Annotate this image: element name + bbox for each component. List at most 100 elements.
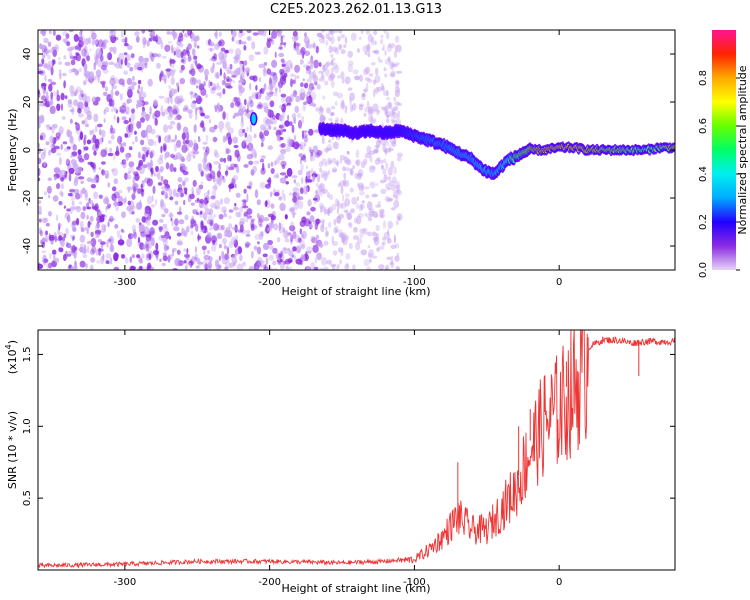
noise-point — [235, 211, 241, 218]
noise-point — [292, 30, 298, 37]
noise-point — [328, 221, 332, 229]
noise-point — [278, 85, 281, 94]
noise-point — [384, 111, 388, 116]
noise-point — [387, 56, 391, 63]
noise-point — [237, 212, 242, 218]
noise-point — [221, 79, 226, 86]
noise-point — [278, 227, 284, 234]
noise-point — [386, 44, 393, 53]
noise-point — [108, 139, 112, 145]
noise-point — [366, 145, 372, 155]
noise-point — [282, 248, 289, 255]
noise-point — [95, 233, 98, 239]
noise-point — [169, 120, 176, 125]
noise-point — [170, 139, 176, 143]
noise-point — [370, 165, 376, 170]
noise-point — [104, 170, 110, 179]
noise-point — [45, 230, 48, 236]
noise-point — [160, 199, 164, 208]
noise-point — [109, 46, 114, 53]
noise-point — [75, 168, 80, 174]
noise-point — [169, 163, 174, 172]
noise-point — [165, 191, 168, 199]
noise-point — [206, 264, 213, 269]
noise-point — [173, 104, 177, 114]
x-tick-label: -100 — [403, 577, 426, 588]
noise-point — [189, 259, 193, 268]
noise-point — [122, 160, 127, 169]
noise-point — [330, 53, 334, 58]
noise-point — [352, 264, 356, 270]
noise-point — [293, 179, 296, 184]
noise-point — [396, 70, 403, 74]
noise-point — [153, 171, 156, 177]
noise-point — [312, 197, 318, 201]
noise-point — [269, 100, 275, 108]
noise-point — [323, 206, 327, 216]
noise-point — [221, 250, 225, 260]
noise-point — [63, 253, 67, 261]
noise-point — [61, 192, 64, 198]
noise-point — [311, 237, 318, 244]
noise-point — [348, 223, 353, 229]
noise-point — [225, 121, 231, 130]
noise-point — [250, 148, 256, 153]
noise-point — [296, 247, 301, 253]
noise-point — [354, 172, 358, 179]
noise-point — [133, 231, 137, 240]
noise-point — [38, 103, 41, 112]
noise-point — [259, 260, 265, 264]
noise-point — [305, 40, 310, 49]
noise-point — [344, 155, 347, 164]
noise-point — [352, 165, 356, 170]
noise-point — [124, 133, 129, 138]
noise-point — [111, 108, 114, 113]
noise-point — [54, 257, 60, 263]
noise-point — [359, 228, 366, 234]
noise-point — [193, 139, 197, 147]
noise-point — [300, 187, 304, 194]
noise-point — [113, 107, 117, 112]
noise-point — [190, 101, 196, 110]
noise-point — [386, 114, 390, 118]
noise-point — [224, 266, 229, 270]
noise-point — [70, 59, 76, 66]
noise-point — [105, 253, 112, 259]
noise-point — [218, 243, 222, 249]
noise-point — [260, 87, 265, 94]
noise-point — [263, 129, 270, 137]
noise-point — [268, 254, 275, 261]
noise-point — [184, 214, 189, 221]
noise-point — [122, 142, 127, 147]
noise-point — [316, 173, 321, 183]
noise-point — [375, 224, 380, 232]
noise-point — [123, 119, 129, 125]
noise-point — [395, 184, 401, 192]
noise-point — [278, 222, 281, 231]
noise-point — [77, 108, 82, 114]
noise-point — [93, 62, 96, 71]
noise-point — [289, 93, 294, 103]
noise-point — [321, 135, 325, 145]
noise-point — [43, 37, 49, 44]
noise-point — [328, 117, 333, 122]
noise-point — [80, 180, 84, 184]
noise-point — [278, 114, 283, 122]
noise-point — [90, 264, 94, 270]
noise-point — [280, 148, 287, 155]
noise-point — [116, 230, 121, 239]
noise-point — [50, 91, 53, 100]
noise-point — [302, 133, 308, 138]
noise-point — [111, 245, 114, 252]
noise-point — [85, 263, 88, 269]
noise-point — [94, 203, 99, 212]
noise-point — [213, 104, 219, 109]
noise-point — [140, 188, 145, 192]
noise-point — [152, 185, 156, 194]
noise-point — [89, 216, 94, 222]
noise-point — [172, 108, 178, 115]
noise-point — [166, 245, 170, 250]
noise-point — [393, 166, 397, 175]
noise-point — [372, 255, 378, 259]
noise-point — [296, 143, 301, 147]
